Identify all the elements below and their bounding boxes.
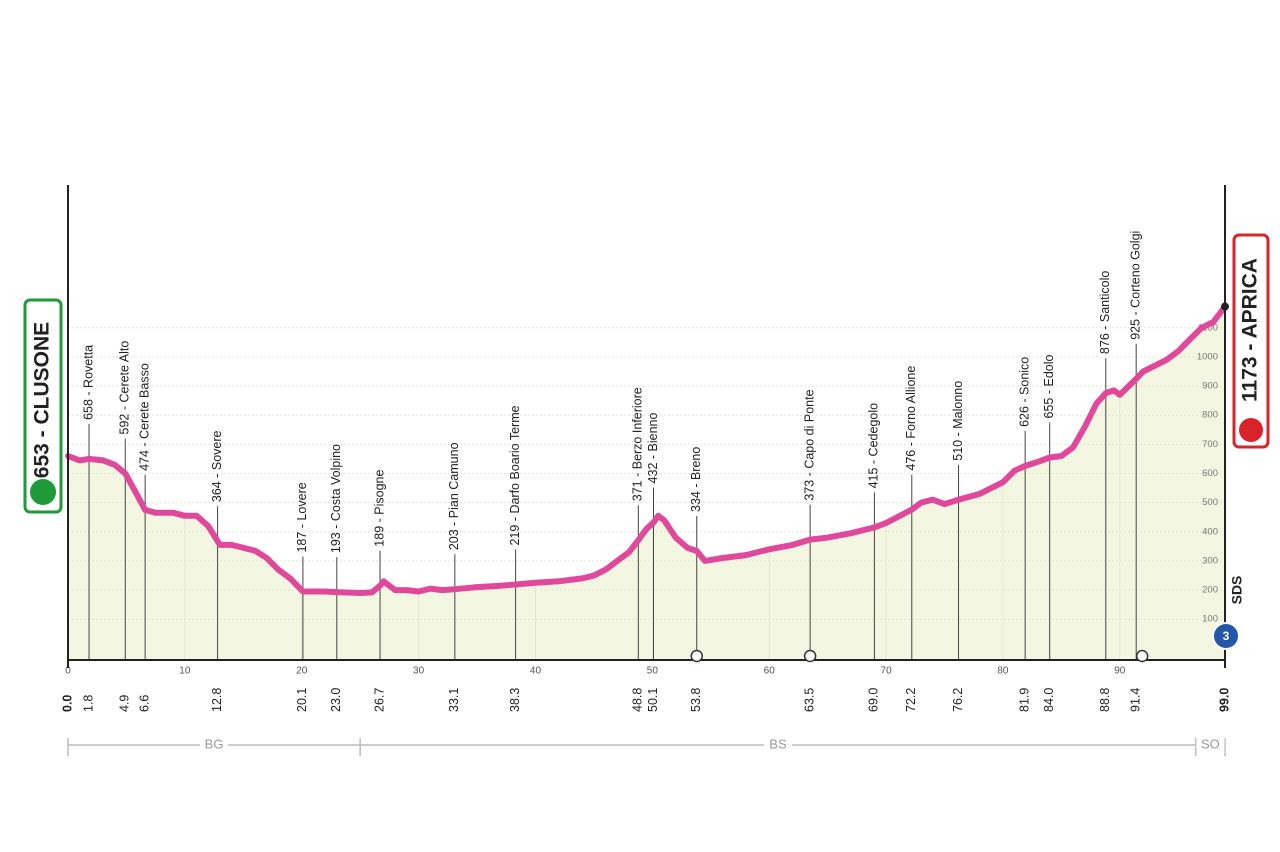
start-badge (23, 298, 63, 514)
x-tick-label: 60 (764, 666, 776, 677)
waypoint-label: 193 - Costa Volpino (329, 444, 343, 553)
region-label-bg (1196, 736, 1225, 754)
y-tick-label: 800 (1202, 410, 1218, 421)
waypoint-label: 364 - Sovere (210, 430, 224, 502)
endpoint-km: 0.0 (60, 695, 74, 712)
category-badge-icon (1212, 622, 1240, 650)
waypoint-km: 53.8 (689, 688, 703, 712)
region-label: BG (205, 736, 224, 751)
y-tick-label: 900 (1202, 381, 1218, 392)
x-tick-label: 40 (530, 666, 542, 677)
y-tick-label: 200 (1202, 585, 1218, 596)
waypoint-label: 925 - Corteno Golgi (1128, 231, 1142, 340)
region-label: SO (1201, 736, 1220, 751)
waypoint-km: 81.9 (1017, 688, 1031, 712)
profile-line (65, 303, 1228, 596)
y-tick-label: 100 (1202, 614, 1218, 625)
x-tick-label: 0 (65, 666, 71, 677)
waypoint-label: 203 - Pian Camuno (447, 442, 461, 550)
waypoint-label: 876 - Santicolo (1098, 271, 1112, 354)
finish-dot (1221, 302, 1229, 311)
waypoint-label: 432 - Bienno (646, 413, 660, 484)
waypoint-km: 20.1 (295, 688, 309, 712)
y-tick-label: 1000 (1197, 351, 1218, 362)
waypoint-label: 415 - Cedegolo (867, 403, 881, 489)
logo: SDS (1229, 576, 1245, 605)
waypoint-km: 23.0 (329, 688, 343, 712)
y-tick-label: 300 (1202, 555, 1218, 566)
waypoint-km: 76.2 (951, 688, 965, 712)
baseline-icon (803, 649, 817, 663)
x-tick-label: 10 (179, 666, 191, 677)
y-tick-label: 700 (1202, 439, 1218, 450)
waypoint-km: 4.9 (118, 695, 132, 712)
waypoint-label: 474 - Cerete Basso (137, 363, 151, 471)
waypoint-km: 26.7 (372, 688, 386, 712)
waypoint-km: 72.2 (904, 688, 918, 712)
waypoint-label: 658 - Rovetta (81, 345, 95, 420)
y-tick-label: 600 (1202, 468, 1218, 479)
waypoint-label: 219 - Darfo Boario Terme (508, 405, 522, 545)
waypoint-label: 476 - Forno Allione (904, 366, 918, 471)
finish-label: 1173 - APRICA (1239, 258, 1262, 402)
x-tick-label: 90 (1114, 666, 1126, 677)
y-tick-label: 500 (1202, 497, 1218, 508)
waypoint-label: 510 - Malonno (951, 381, 965, 461)
waypoint-km: 33.1 (447, 688, 461, 712)
waypoint-label: 189 - Pisogne (372, 470, 386, 547)
x-tick-label: 50 (647, 666, 659, 677)
profile-area (68, 306, 1225, 660)
waypoint-km: 63.5 (802, 688, 816, 712)
finish-badge (1232, 233, 1270, 449)
waypoint-km: 50.1 (646, 688, 660, 712)
waypoint-label: 655 - Edolo (1042, 354, 1056, 418)
waypoint-label: 371 - Berzo Inferiore (631, 387, 645, 501)
waypoint-km: 12.8 (210, 688, 224, 712)
baseline-icon (1135, 649, 1149, 663)
region-label: BS (769, 736, 787, 751)
waypoint-label: 626 - Sonico (1017, 357, 1031, 427)
endpoint-km: 99.0 (1217, 688, 1231, 712)
x-tick-label: 30 (413, 666, 425, 677)
finish-icon (1239, 418, 1263, 442)
x-tick-label: 80 (997, 666, 1009, 677)
waypoint-km: 88.8 (1098, 688, 1112, 712)
x-tick-label: 70 (881, 666, 893, 677)
start-label: 653 - CLUSONE (31, 322, 54, 478)
region-label-bg (200, 736, 229, 754)
waypoint-label: 187 - Lovere (295, 482, 309, 552)
category-badge: 3 (1223, 629, 1230, 643)
waypoint-label: 334 - Breno (689, 447, 703, 512)
x-tick-label: 20 (296, 666, 308, 677)
waypoint-km: 91.4 (1128, 688, 1142, 712)
waypoint-km: 38.3 (508, 688, 522, 712)
start-icon (30, 479, 56, 505)
baseline-icon (690, 649, 704, 663)
region-label-bg (763, 736, 792, 754)
waypoint-km: 1.8 (81, 695, 95, 712)
waypoint-label: 373 - Capo di Ponte (802, 389, 816, 500)
y-tick-label: 400 (1202, 526, 1218, 537)
waypoint-km: 84.0 (1042, 688, 1056, 712)
waypoint-km: 6.6 (137, 695, 151, 712)
waypoint-km: 69.0 (867, 688, 881, 712)
waypoint-label: 592 - Cerete Alto (118, 341, 132, 435)
waypoint-km: 48.8 (631, 688, 645, 712)
